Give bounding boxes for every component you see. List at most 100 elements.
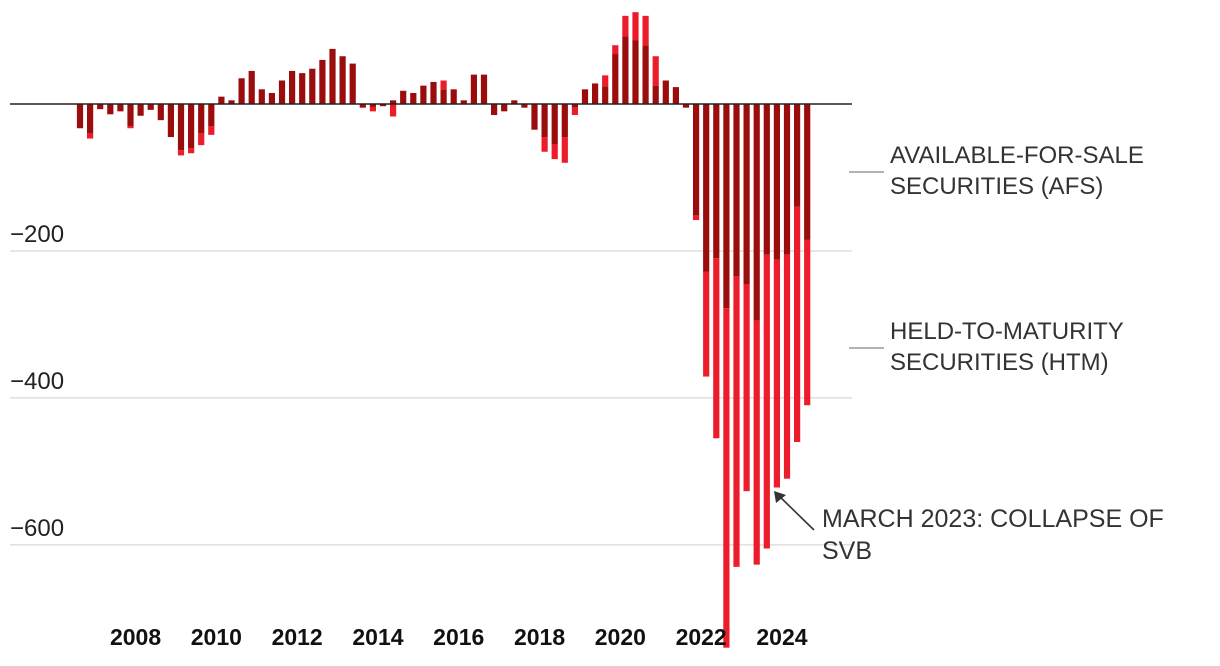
bar-afs [571,104,578,108]
x-tick-label: 2016 [433,624,484,650]
bar-afs [97,104,104,110]
bar-afs [299,73,306,104]
bar-afs [268,92,275,104]
x-tick-label: 2018 [514,624,565,650]
bar-afs [773,104,780,260]
bar-afs [763,104,770,255]
bar-afs [581,89,589,104]
x-tick-label: 2020 [595,624,646,650]
x-tick-label: 2014 [352,624,403,650]
bar-htm [794,206,801,442]
bar-afs [117,104,124,112]
x-tick-label: 2008 [110,624,161,650]
gridlines [10,250,852,546]
bar-htm [763,254,770,549]
bar-htm [551,144,558,160]
bar-afs [329,48,336,104]
bar-htm [127,126,134,129]
bar-afs [551,104,558,145]
bar-afs [430,81,437,104]
bar-htm [773,259,780,488]
bar-afs [410,92,417,104]
bar-afs [440,89,447,104]
bar-afs [167,104,174,138]
bar-afs [470,74,477,104]
legend-label-line: HELD-TO-MATURITY [890,318,1124,345]
bar-afs [258,89,265,104]
annotation-label: MARCH 2023: COLLAPSE OF SVB [822,505,1164,565]
bar-htm [703,271,710,377]
y-tick-label: −400 [10,368,64,395]
bar-afs [561,104,568,138]
bar-htm [440,80,447,90]
bar-afs [743,104,750,285]
bar-afs [400,90,407,104]
bar-afs [501,104,508,112]
bar-htm [177,150,185,156]
bar-htm [571,107,578,116]
bar-afs [783,104,791,255]
bar-afs [198,104,205,134]
bar-afs [632,40,639,104]
legend-label: HELD-TO-MATURITY SECURITIES (HTM) [890,318,1124,376]
bar-afs [794,104,801,207]
bar-htm [612,45,619,55]
bar-htm [561,137,568,163]
bar-htm [713,258,720,439]
bar-afs [612,54,619,104]
bar-afs [349,63,356,104]
bar-htm [783,254,791,479]
bar-afs [248,70,255,104]
bar-afs [672,87,679,104]
bar-afs [662,80,669,104]
bar-afs [652,85,659,104]
bar-htm [198,133,205,146]
x-tick-label: 2024 [756,624,807,650]
bar-htm [369,106,376,112]
bar-afs [278,80,286,104]
bar-afs [218,96,225,104]
legend-label-line: AVAILABLE-FOR-SALE [890,142,1144,169]
bar-afs [460,100,467,104]
bar-afs [804,104,811,240]
bar-afs [450,89,457,104]
bar-afs [309,68,316,104]
bar-afs [682,104,690,108]
bar-afs [289,70,296,104]
bar-htm [642,15,649,46]
bar-afs [592,83,599,104]
annotation-arrow-line [775,492,815,531]
x-tick-label: 2010 [191,624,242,650]
bar-afs [177,104,185,151]
x-tick-label: 2022 [676,624,727,650]
bar-afs [723,104,730,309]
bar-afs [480,74,488,104]
bar-afs [602,86,609,104]
bar-afs [541,104,548,138]
bar-htm [541,137,548,152]
bar-htm [622,15,629,37]
y-tick-label: −600 [10,515,64,542]
bar-afs [693,104,700,216]
legend-label-line: SECURITIES (HTM) [890,349,1109,376]
annotation-arrowhead [774,491,786,503]
bar-afs [107,104,114,115]
bar-afs [188,104,195,149]
bar-htm [733,276,740,567]
bar-afs [511,100,518,104]
bar-htm [390,104,397,117]
bar-htm [693,215,700,221]
y-tick-label: −200 [10,221,64,248]
bar-htm [188,148,195,154]
annotation-label-line: MARCH 2023: COLLAPSE OF [822,505,1164,533]
bar-htm [87,133,94,139]
bar-htm [602,75,609,87]
legend-label: AVAILABLE-FOR-SALE SECURITIES (AFS) [890,142,1144,200]
bar-afs [359,104,366,108]
bar-htm [652,56,659,86]
bar-afs [733,104,740,277]
bar-afs [622,36,629,104]
bar-afs [137,104,144,116]
